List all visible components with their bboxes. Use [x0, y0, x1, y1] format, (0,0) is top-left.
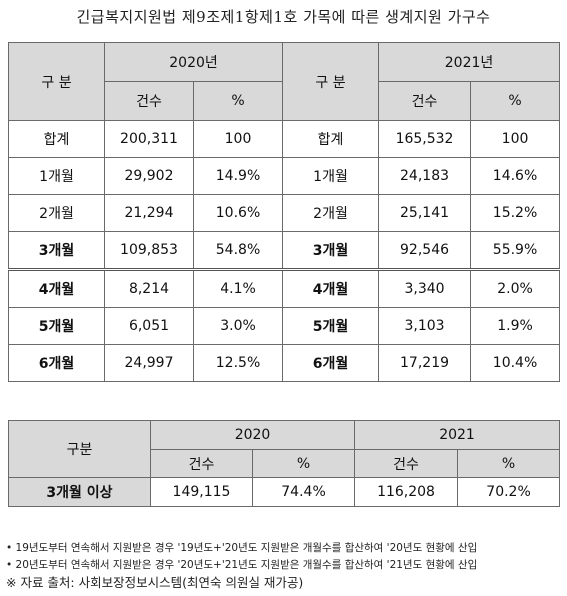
table1-year-2020: 2020년 [103, 42, 284, 82]
row-label-2021: 3개월 [282, 231, 380, 271]
three-plus-months-table: 구분 2020 2021 건수 % 건수 % 3개월 이상 149,115 74… [8, 420, 561, 507]
table1-label-header-2: 구 분 [282, 42, 380, 121]
row-label-2021: 5개월 [282, 307, 380, 345]
row-label-2021: 1개월 [282, 157, 380, 195]
monthly-household-table: 구 분 2020년 구 분 2021년 건수 % 건수 % 합계 200,311 1… [8, 42, 561, 382]
pct-2021: 15.2% [470, 194, 561, 232]
row-label: 3개월 [8, 231, 105, 271]
table-row: 1개월 29,902 14.9% 1개월 24,183 14.6% [8, 157, 561, 195]
count-2020: 6,051 [104, 307, 194, 345]
pct-2020: 14.9% [192, 157, 284, 195]
pct-2021: 14.6% [470, 157, 561, 195]
row-label: 5개월 [8, 307, 105, 345]
table-row: 4개월 8,214 4.1% 4개월 3,340 2.0% [8, 269, 561, 308]
row-label-2021: 4개월 [282, 269, 380, 308]
table2-count-header-2020: 건수 [150, 449, 253, 478]
table1-year-2021: 2021년 [378, 42, 561, 82]
pct-2021: 100 [470, 120, 561, 158]
count-2020: 29,902 [104, 157, 194, 195]
count-2020: 149,115 [150, 477, 253, 507]
row-label: 합계 [8, 120, 105, 158]
table-row: 5개월 6,051 3.0% 5개월 3,103 1.9% [8, 307, 561, 345]
table-row: 2개월 21,294 10.6% 2개월 25,141 15.2% [8, 194, 561, 232]
count-2021: 116,208 [354, 477, 459, 507]
count-2021: 24,183 [378, 157, 472, 195]
footnotes: • 19년도부터 연속해서 지원받은 경우 '19년도+'20년도 지원받은 개… [6, 540, 477, 591]
row-label: 2개월 [8, 194, 105, 232]
table1-count-header-2020: 건수 [104, 81, 194, 121]
pct-2021: 55.9% [470, 231, 561, 271]
row-label: 4개월 [8, 269, 105, 308]
row-label-2021: 6개월 [282, 344, 380, 382]
table1-body: 합계 200,311 100 합계 165,532 100 1개월 29,902 14.9% 1개… [8, 120, 561, 382]
count-2021: 92,546 [378, 231, 472, 271]
pct-2020: 3.0% [192, 307, 284, 345]
row-label: 3개월 이상 [8, 477, 151, 507]
table2-pct-header-2021: % [457, 449, 561, 478]
table2-count-header-2021: 건수 [354, 449, 459, 478]
row-label: 1개월 [8, 157, 105, 195]
count-2020: 8,214 [104, 269, 194, 308]
count-2020: 200,311 [104, 120, 194, 158]
table-row: 6개월 24,997 12.5% 6개월 17,219 10.4% [8, 344, 561, 382]
table1-pct-header-2021: % [470, 81, 561, 121]
pct-2020: 54.8% [192, 231, 284, 271]
pct-2020: 12.5% [192, 344, 284, 382]
table2-year-2020: 2020 [149, 420, 356, 450]
count-2021: 25,141 [378, 194, 472, 232]
pct-2021: 1.9% [470, 307, 561, 345]
pct-2021: 2.0% [470, 269, 561, 308]
table1-pct-header-2020: % [192, 81, 284, 121]
count-2021: 3,340 [378, 269, 472, 308]
row-label: 6개월 [8, 344, 105, 382]
table1-label-header: 구 분 [8, 42, 105, 121]
table-row: 3개월 109,853 54.8% 3개월 92,546 55.9% [8, 231, 561, 271]
count-2020: 109,853 [104, 231, 194, 271]
pct-2021: 10.4% [470, 344, 561, 382]
table2-label-header: 구분 [8, 420, 151, 478]
count-2021: 3,103 [378, 307, 472, 345]
table-row: 합계 200,311 100 합계 165,532 100 [8, 120, 561, 158]
count-2021: 17,219 [378, 344, 472, 382]
pct-2020: 100 [192, 120, 284, 158]
count-2020: 21,294 [104, 194, 194, 232]
footnote-2: • 20년도부터 연속해서 지원받은 경우 '20년도+'21년도 지원받은 개… [6, 559, 478, 571]
pct-2020: 74.4% [251, 477, 356, 507]
row-label-2021: 합계 [282, 120, 380, 158]
count-2021: 165,532 [378, 120, 472, 158]
page-title: 긴급복지지원법 제9조제1항제1호 가목에 따른 생계지원 가구수 [76, 8, 491, 26]
table-row: 3개월 이상 149,115 74.4% 116,208 70.2% [8, 477, 561, 507]
count-2020: 24,997 [104, 344, 194, 382]
footnote-1: • 19년도부터 연속해서 지원받은 경우 '19년도+'20년도 지원받은 개… [6, 542, 478, 554]
pct-2021: 70.2% [457, 477, 561, 507]
table2-year-2021: 2021 [354, 420, 561, 450]
table1-count-header-2021: 건수 [378, 81, 472, 121]
pct-2020: 4.1% [192, 269, 284, 308]
pct-2020: 10.6% [192, 194, 284, 232]
source-note: ※ 자료 출처: 사회보장정보시스템(최연숙 의원실 재가공) [6, 575, 304, 590]
row-label-2021: 2개월 [282, 194, 380, 232]
table2-pct-header-2020: % [251, 449, 356, 478]
